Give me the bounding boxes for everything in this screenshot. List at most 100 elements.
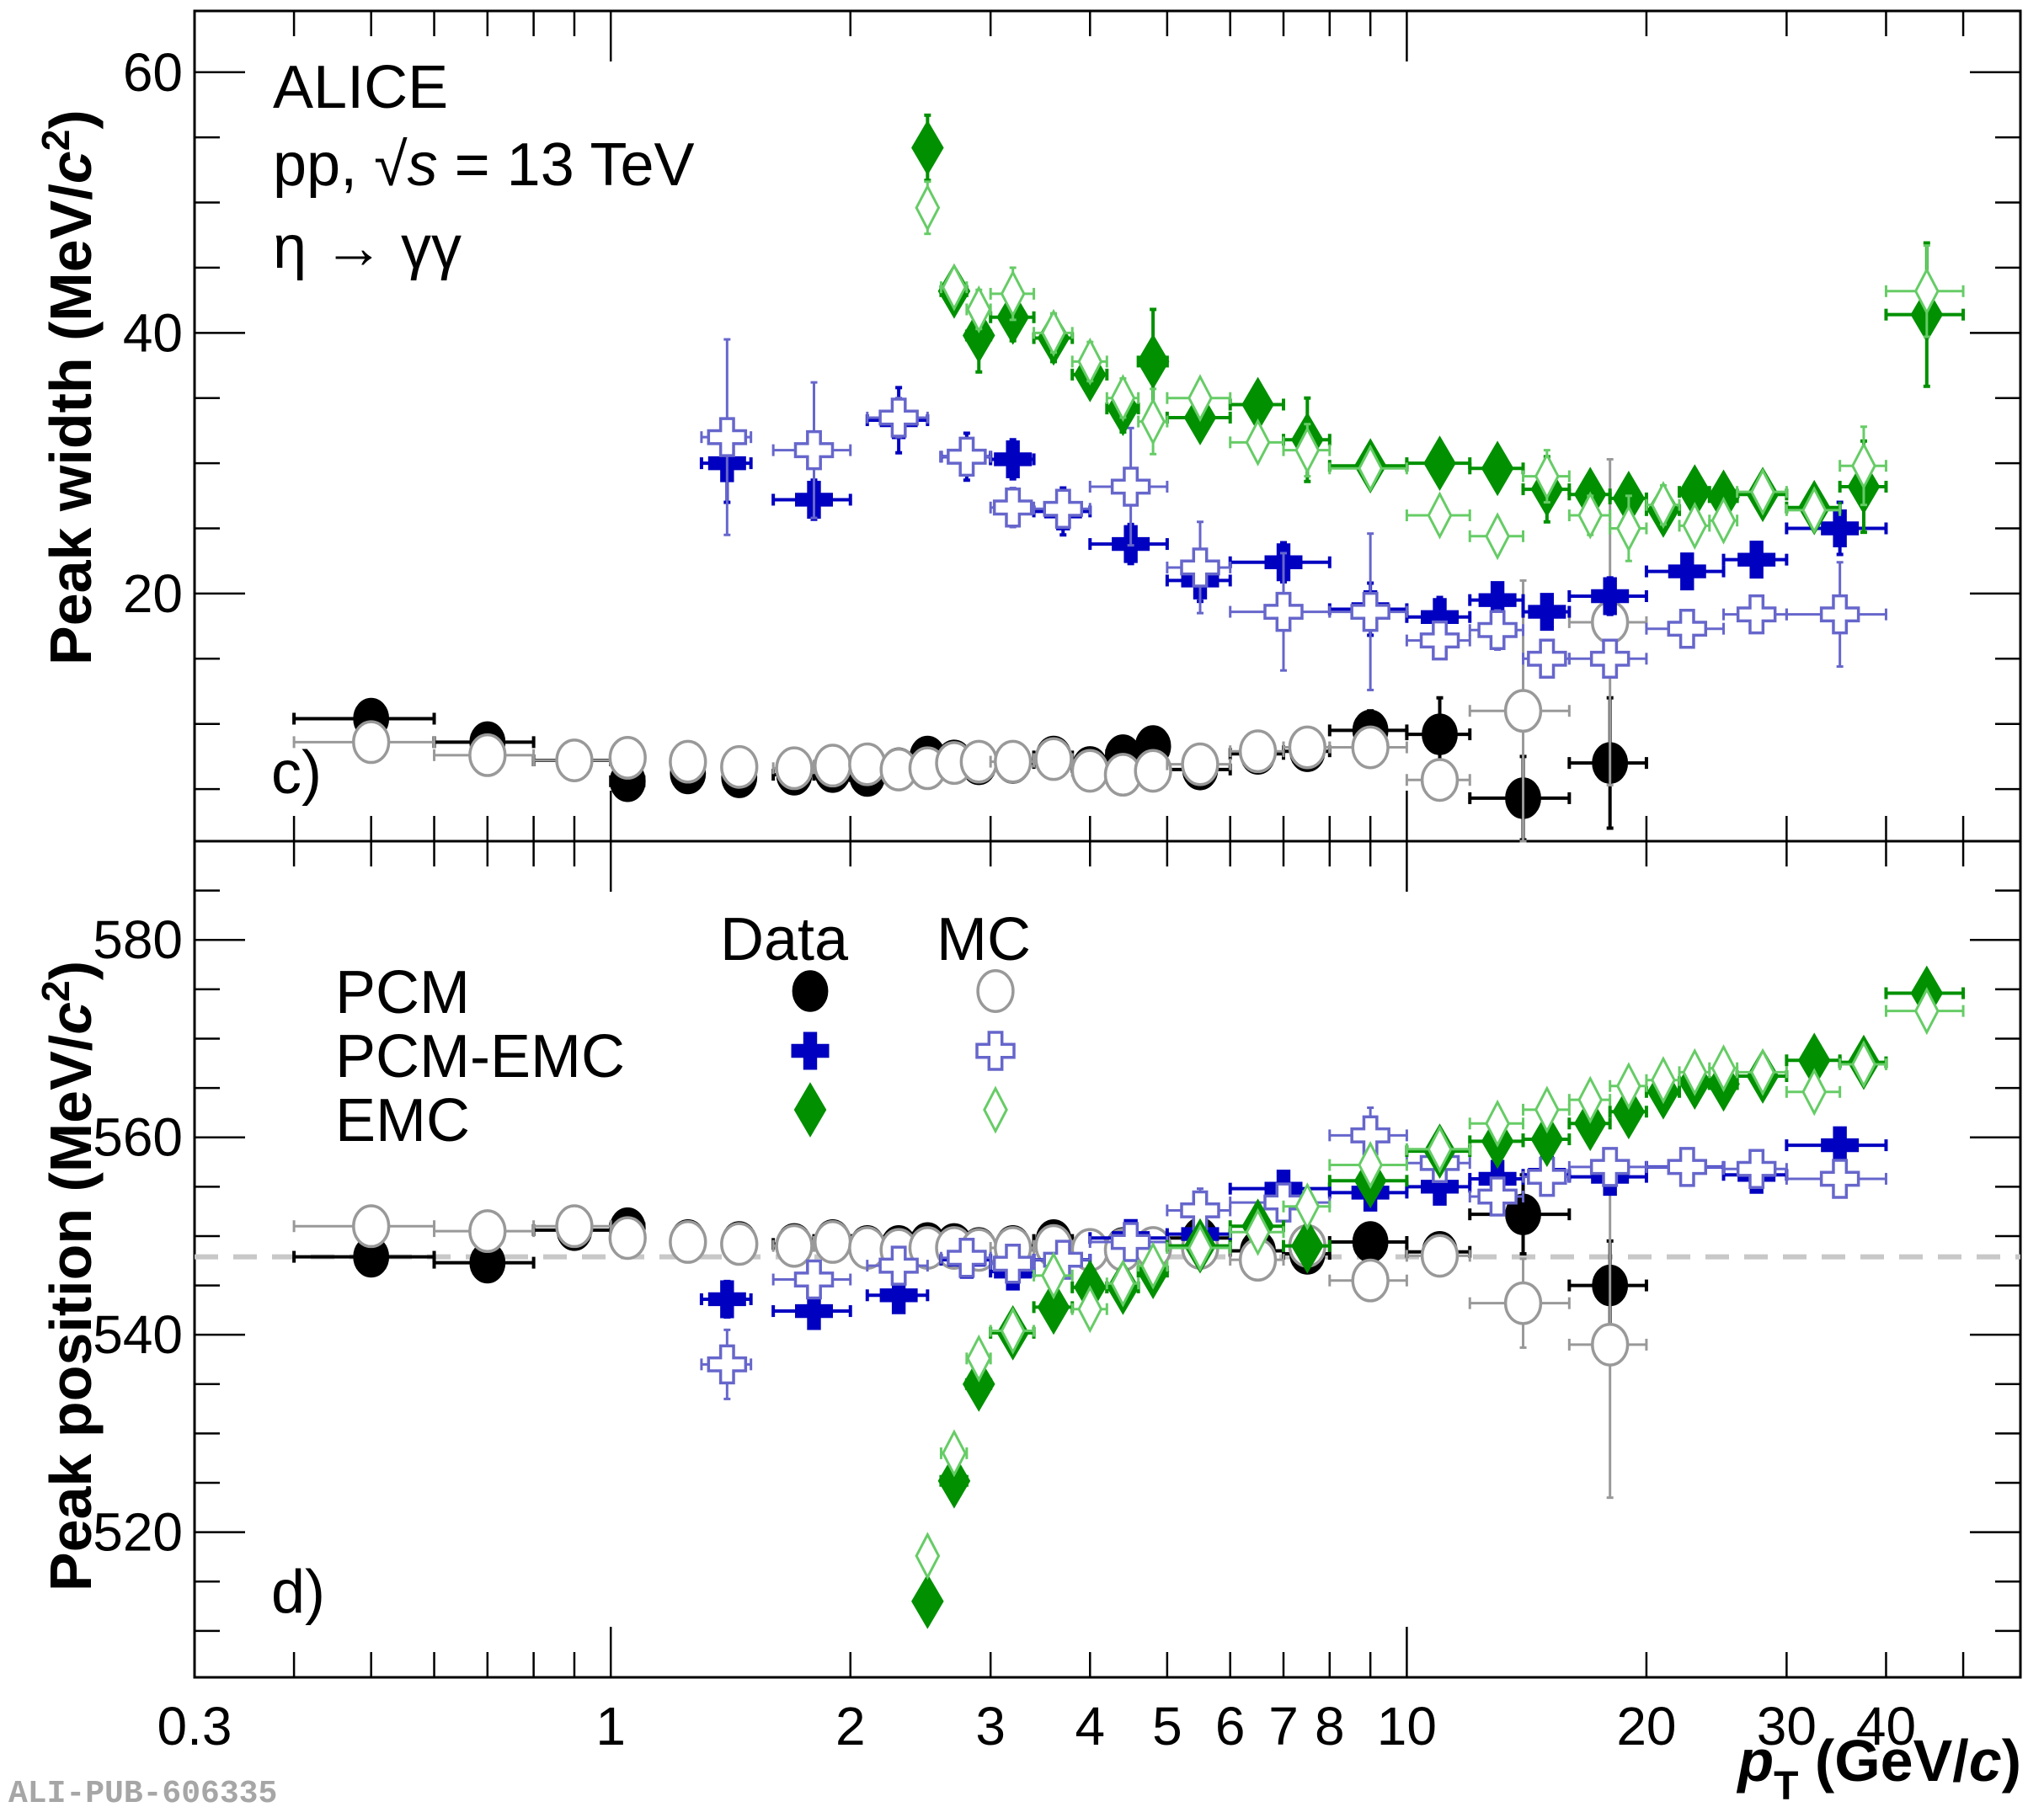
legend-marker-pcm-emc-data (791, 1031, 830, 1070)
marker (1527, 1156, 1567, 1197)
collision-system-label: pp, √s = 13 TeV (273, 131, 695, 199)
marker (1819, 1159, 1860, 1199)
marker (911, 1573, 944, 1629)
data-point (1033, 488, 1091, 530)
data-point (959, 739, 998, 784)
data-point (1468, 578, 1571, 843)
marker (1420, 758, 1460, 802)
data-point (1405, 758, 1471, 802)
data-point (771, 1292, 852, 1330)
xtick-label: 40 (1856, 1696, 1916, 1756)
series-emc-mc (915, 180, 1965, 562)
data-point (1645, 481, 1681, 530)
data-point (1166, 520, 1232, 615)
series-emc-data (911, 113, 1966, 538)
data-point (1645, 1056, 1681, 1105)
marker (1668, 552, 1706, 591)
marker (707, 417, 748, 457)
marker (1534, 1085, 1560, 1134)
marker (1041, 308, 1066, 357)
data-point (989, 438, 1036, 481)
legend-marker-pcm-emc-mc (975, 1031, 1016, 1071)
series-pcm-emc-data (699, 1126, 1888, 1330)
marker (879, 1276, 918, 1314)
marker (707, 1280, 746, 1319)
marker (915, 184, 941, 232)
marker (352, 720, 391, 765)
data-point (1229, 1207, 1285, 1256)
marker (1750, 1047, 1775, 1096)
marker (1485, 512, 1510, 561)
data-point (1839, 425, 1887, 507)
marker (1294, 426, 1321, 475)
marker (669, 1220, 707, 1264)
panel-c-ylabel: Peak width (MeV/c2) (34, 109, 104, 665)
data-point (1468, 1257, 1571, 1349)
marker (994, 739, 1033, 784)
data-point (699, 1279, 753, 1319)
data-point (965, 1334, 992, 1383)
panel-d-data (292, 965, 1966, 1629)
marker (1043, 488, 1084, 530)
legend-header-data: Data (720, 906, 849, 973)
data-point (1522, 1156, 1571, 1197)
data-point (1405, 696, 1472, 773)
panel-d-ylabel: Peak position (MeV/c2) (34, 961, 104, 1591)
xlabel: pT (GeV/c) (1736, 1728, 2021, 1807)
panel-d-ylabel-sup: 2 (34, 980, 77, 1002)
xlabel-unit-b: ) (2002, 1728, 2021, 1794)
data-point (700, 1328, 753, 1400)
ytick-label: 560 (93, 1107, 183, 1168)
data-point (1328, 725, 1408, 770)
data-point (1521, 593, 1572, 632)
panel-d-ylabel-main: Peak position (MeV/ (38, 1035, 104, 1591)
xlabel-unit-a: (GeV/ (1798, 1728, 1968, 1794)
marker (608, 735, 647, 780)
marker (1667, 608, 1708, 649)
legend-row-pcm-emc: PCM-EMC (335, 1023, 625, 1090)
data-point (1033, 737, 1074, 781)
data-point (1678, 501, 1711, 550)
marker (1710, 1044, 1737, 1093)
marker (1181, 742, 1219, 786)
data-point (965, 285, 992, 334)
collision-system-prefix: pp, (273, 131, 374, 199)
marker (1041, 1251, 1066, 1300)
xtick-label: 5 (1152, 1696, 1182, 1756)
series-pcm-emc-mc (700, 338, 1887, 691)
marker (1682, 1047, 1708, 1096)
marker (966, 285, 992, 334)
marker (911, 120, 944, 176)
marker (1591, 577, 1630, 616)
marker (1801, 1068, 1828, 1117)
data-point (1228, 541, 1332, 584)
data-point (1785, 1126, 1888, 1165)
marker (1736, 594, 1777, 635)
marker (1000, 1306, 1026, 1356)
data-point (771, 1223, 815, 1268)
data-point (1721, 541, 1789, 579)
data-point (1105, 1259, 1140, 1308)
marker (1352, 1221, 1389, 1263)
marker (1037, 1279, 1070, 1335)
panel-c-ytick-labels: 20 40 60 (123, 42, 183, 624)
data-point (1282, 1182, 1332, 1231)
data-point (1645, 1147, 1726, 1187)
marker (1667, 1147, 1708, 1187)
marker (1070, 749, 1109, 793)
marker (1913, 987, 1940, 1036)
data-point (1070, 1285, 1108, 1334)
data-point (1785, 561, 1887, 669)
data-point (771, 746, 815, 791)
data-point (812, 744, 852, 788)
legend-marker-emc-data (793, 1082, 827, 1138)
marker (1350, 591, 1390, 632)
panel-d-label: d) (271, 1559, 325, 1626)
marker (1821, 1126, 1860, 1165)
marker (608, 1216, 647, 1261)
panel-c-data (292, 113, 1966, 843)
data-point (1229, 552, 1332, 672)
data-point (432, 1241, 536, 1284)
legend-header-mc: MC (937, 906, 1031, 973)
data-point (292, 1204, 436, 1249)
